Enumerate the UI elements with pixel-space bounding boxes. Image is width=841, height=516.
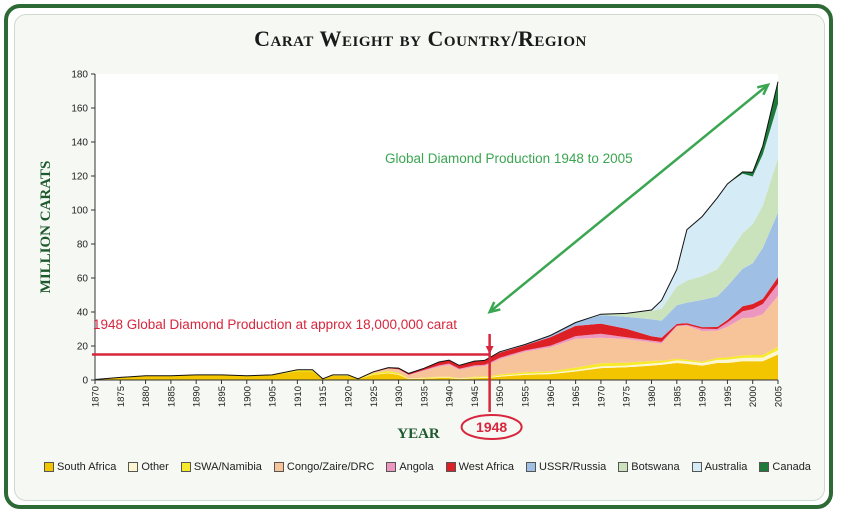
y-tick-label: 40: [77, 308, 89, 319]
x-tick-label: 1870: [91, 386, 102, 407]
x-tick-label: 1945: [470, 386, 481, 407]
legend-item-swa-namibia: SWA/Namibia: [180, 461, 262, 473]
area-series-swa-namibia: [95, 346, 778, 380]
y-tick-label: 60: [77, 274, 89, 285]
legend-item-angola: Angola: [386, 461, 434, 473]
chart-legend: South Africa Other SWA/Namibia Congo/Zaire/…: [44, 459, 824, 475]
legend-swatch: [445, 462, 456, 472]
green-arrow-line: [488, 83, 769, 313]
x-tick-label: 1940: [445, 386, 456, 407]
x-tick-label: 1905: [268, 386, 279, 407]
legend-swatch: [526, 462, 537, 472]
legend-label: Canada: [772, 461, 811, 473]
x-axis-label: YEAR: [397, 426, 440, 442]
legend-item-west-africa: West Africa: [445, 461, 515, 473]
x-tick-label: 2005: [774, 386, 785, 407]
y-tick-label: 140: [71, 138, 88, 149]
y-tick-label: 100: [71, 206, 88, 217]
x-tick-label: 1875: [116, 386, 127, 407]
x-tick-label: 1995: [723, 386, 734, 407]
legend-label: SWA/Namibia: [193, 461, 262, 473]
legend-swatch: [618, 462, 629, 472]
x-tick-label: 1910: [293, 386, 304, 407]
legend-label: USSR/Russia: [539, 461, 607, 473]
legend-swatch: [128, 462, 139, 472]
area-series-other: [95, 350, 778, 380]
x-tick-label: 1980: [647, 386, 658, 407]
x-tick-label: 1950: [495, 386, 506, 407]
x-tick-label: 1935: [419, 386, 430, 407]
annotation-1948-production: 1948 Global Diamond Production at approx…: [93, 317, 457, 332]
y-axis-label: MILLION CARATS: [38, 161, 54, 294]
legend-label: Angola: [399, 461, 434, 473]
legend-swatch: [386, 462, 397, 472]
legend-swatch: [273, 462, 284, 472]
area-series-south-africa: [95, 354, 778, 380]
y-tick-label: 120: [71, 172, 88, 183]
legend-label: Congo/Zaire/DRC: [286, 461, 375, 473]
legend-swatch: [180, 462, 191, 472]
x-tick-label: 1985: [672, 386, 683, 407]
x-tick-label: 1880: [141, 386, 152, 407]
legend-label: South Africa: [57, 461, 117, 473]
x-tick-label: 1965: [571, 386, 582, 407]
x-tick-label: 1955: [521, 386, 532, 407]
x-tick-label: 1890: [192, 386, 203, 407]
legend-swatch: [759, 462, 770, 472]
legend-label: Botswana: [631, 461, 680, 473]
annotation-global-production-1948-2005: Global Diamond Production 1948 to 2005: [385, 151, 633, 166]
x-tick-label: 1970: [596, 386, 607, 407]
year-1948-circle: [460, 414, 523, 440]
x-tick-label: 1990: [698, 386, 709, 407]
legend-item-other: Other: [128, 461, 169, 473]
year-1948-label: 1948: [476, 419, 507, 435]
x-tick-label: 1930: [394, 386, 405, 407]
y-tick-label: 160: [71, 104, 88, 115]
x-tick-label: 1900: [242, 386, 253, 407]
x-tick-label: 1960: [546, 386, 557, 407]
x-tick-label: 1885: [166, 386, 177, 407]
legend-label: Australia: [704, 461, 748, 473]
series-group: [95, 81, 778, 380]
green-arrow-head-start: [487, 301, 501, 314]
x-tick-label: 1895: [217, 386, 228, 407]
legend-swatch: [44, 462, 54, 472]
green-arrow-head-end: [757, 82, 771, 96]
y-tick-label: 20: [77, 342, 89, 353]
y-tick-label: 0: [82, 376, 88, 387]
y-tick-label: 180: [71, 70, 88, 81]
legend-item-botswana: Botswana: [618, 461, 680, 473]
legend-item-australia: Australia: [691, 461, 748, 473]
year-1948-marker-arrow: [485, 346, 494, 354]
legend-item-congo-zaire-drc: Congo/Zaire/DRC: [273, 461, 375, 473]
x-tick-label: 1975: [622, 386, 633, 407]
x-tick-label: 1920: [343, 386, 354, 407]
x-tick-label: 1915: [318, 386, 329, 407]
chart-title: Carat Weight by Country/Region: [254, 26, 587, 51]
x-tick-label: 2000: [748, 386, 759, 407]
legend-swatch: [691, 462, 702, 472]
legend-item-ussr-russia: USSR/Russia: [526, 461, 606, 473]
total-outline: [94, 81, 779, 380]
x-tick-label: 1925: [369, 386, 380, 407]
area-series-congo-zaire-drc: [95, 295, 778, 380]
legend-item-canada: Canada: [759, 461, 811, 473]
legend-label: Other: [141, 461, 169, 473]
legend-label: West Africa: [458, 461, 515, 473]
y-tick-label: 80: [77, 240, 89, 251]
legend-item-south-africa: South Africa: [44, 461, 116, 473]
